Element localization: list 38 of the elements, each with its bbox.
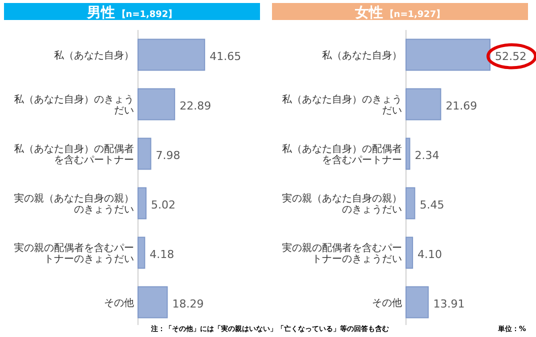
data-label: 21.69 [446,99,478,112]
data-label: 22.89 [180,99,212,112]
bar [406,236,414,269]
bar [406,187,416,220]
y-tick-label: 実の親（あなた自身の親）のきょうだい [14,192,134,216]
data-label: 7.98 [156,148,180,162]
y-tick-label: 私（あなた自身）のきょうだい [14,93,134,116]
y-tick-label: 実の親の配偶者を含むパートナーのきょうだい [14,242,134,265]
chart-title: 男性【n=1,892】 [86,5,178,21]
bar [138,286,168,318]
bar [406,88,442,120]
bar [406,286,429,318]
data-label: 4.18 [150,248,174,261]
chart-title: 女性【n=1,927】 [354,5,446,21]
data-label: 4.10 [418,248,442,261]
bar [138,236,146,269]
bar [406,138,410,170]
y-tick-label: 私（あなた自身）のきょうだい [282,93,402,116]
bar [138,187,147,220]
bar [406,38,490,71]
y-tick-label: 私（あなた自身） [54,49,134,62]
bar [138,88,176,120]
y-tick-label: その他 [104,296,134,309]
y-tick-label: 私（あなた自身）の配偶者を含むパートナー [14,142,134,166]
data-label: 2.34 [414,148,440,162]
y-tick-label: 私（あなた自身）の配偶者を含むパートナー [282,142,402,166]
data-label: 13.91 [433,297,465,310]
y-tick-label: 実の親（あなた自身の親）のきょうだい [282,192,402,216]
data-label: 41.65 [210,50,242,63]
data-label: 5.02 [151,198,176,212]
bar [138,138,152,170]
y-tick-label: その他 [372,296,402,309]
y-tick-label: 私（あなた自身） [322,49,402,62]
data-label: 18.29 [172,297,204,310]
y-tick-label: 実の親の配偶者を含むパートナーのきょうだい [282,242,402,265]
data-label: 52.52 [495,50,526,63]
bar [138,38,206,71]
data-label: 5.45 [420,198,444,212]
